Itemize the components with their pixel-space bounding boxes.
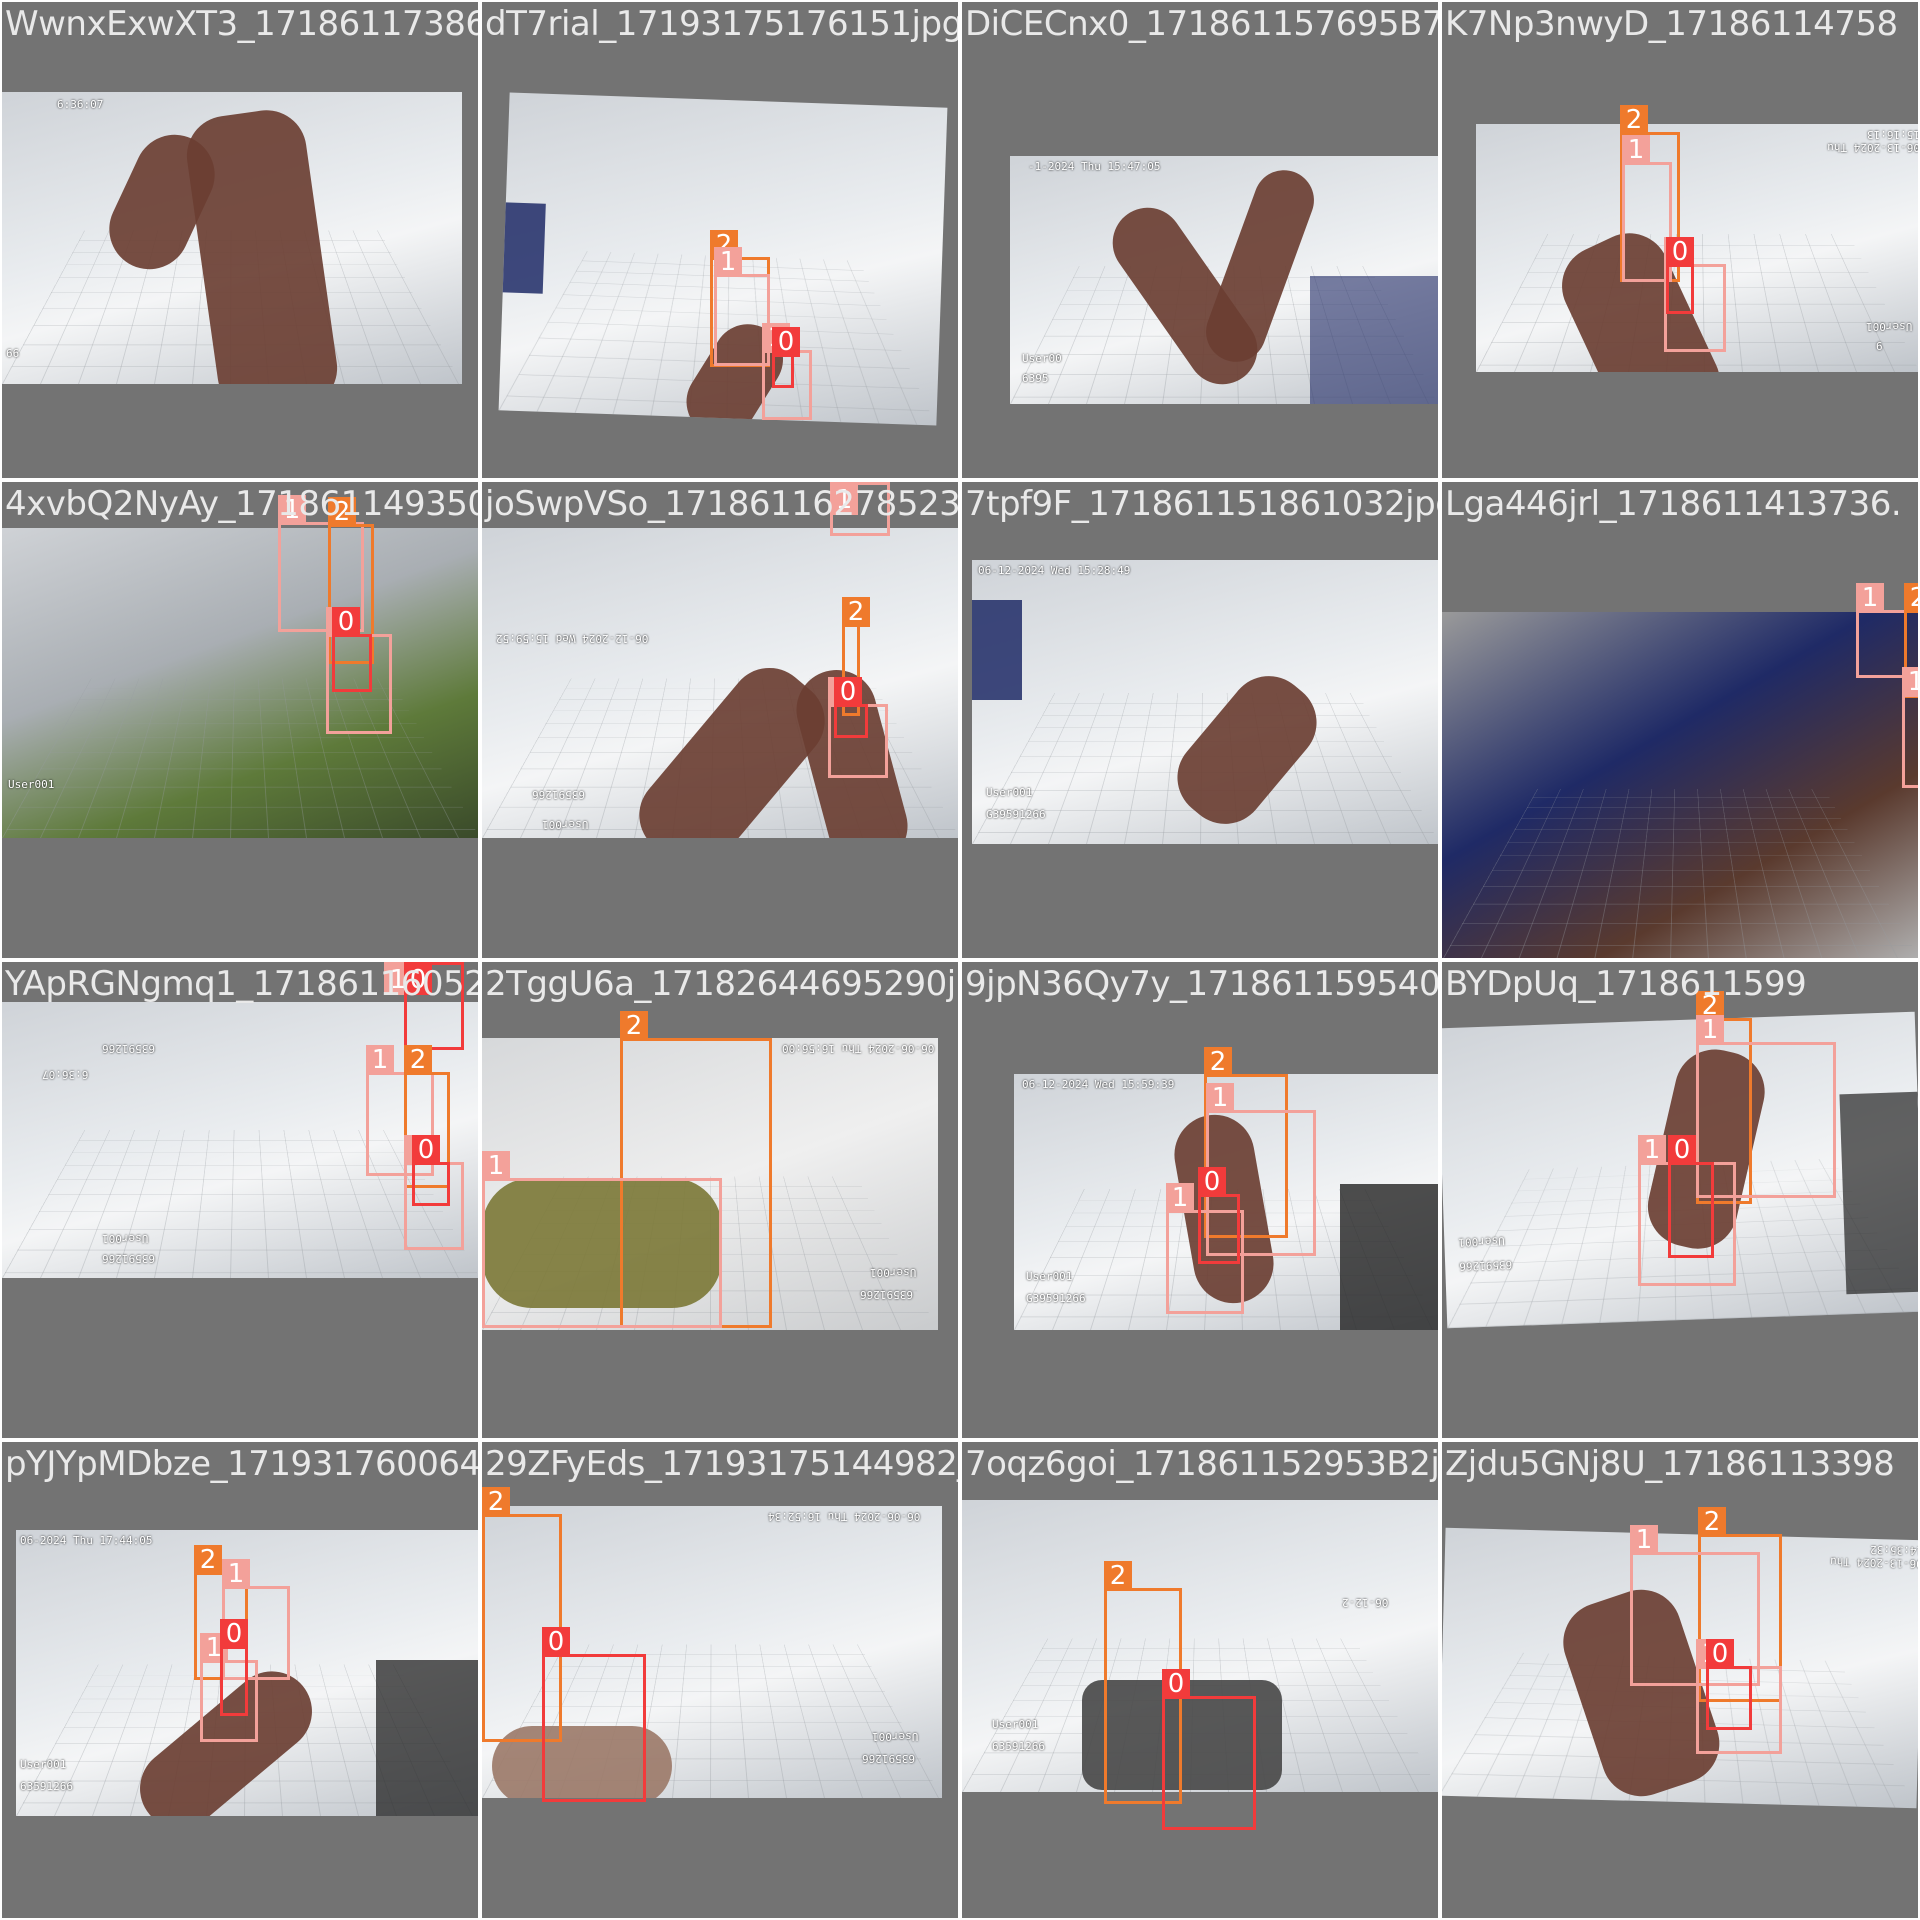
photo-id: 63591266	[102, 1252, 155, 1265]
tile-photo: 06-13-2024 Thu 15:16:13 User001 6	[1476, 124, 1920, 372]
photo-id: 6395	[1022, 372, 1049, 385]
photo-user: User001	[986, 786, 1032, 799]
tile-4: 06-13-2024 Thu 15:16:13 User001 6 2 1 1 …	[1440, 0, 1920, 480]
tile-filename: Lga446jrl_1718611413736.	[1445, 484, 1901, 524]
tile-12: User001 63591266 2 1 1 0 BYDpUq_17186115…	[1440, 960, 1920, 1440]
tile-filename: dT7rial_17193175176151jpgDiCECnx0	[485, 4, 960, 44]
photo-id: 63591266	[102, 1042, 155, 1055]
tile-filename: YApRGNgmq1_171861160521T5jpggU6a	[5, 964, 480, 1004]
tile-photo: 06-12-2024 Wed 15:59:52 User001 63591266	[482, 528, 960, 838]
tile-photo	[1442, 612, 1920, 960]
detection-label: 2	[620, 1011, 648, 1041]
photo-id: 63591266	[1459, 1258, 1512, 1273]
photo-user: User001	[102, 1232, 148, 1245]
tile-photo: 06-06-2024 Thu 16:56:00 User001 63591266	[482, 1038, 938, 1330]
tile-photo: 6:36:07 66	[2, 92, 462, 384]
photo-timestamp: 06-06-2024 Thu 16:52:34	[768, 1510, 920, 1523]
photo-timestamp: 06-13-2024 Thu 15:16:13	[1776, 128, 1920, 154]
tile-photo: 06-13-2024 Thu 14:35:32	[1440, 1528, 1920, 1808]
photo-timestamp: 06-13-2024 Thu 14:35:32	[1775, 1540, 1920, 1570]
photo-user: User001	[1458, 1234, 1505, 1249]
photo-timestamp: 06-2024 Thu 17:44:05	[20, 1534, 152, 1547]
photo-timestamp: -1-2024 Thu 15:47:05	[1028, 160, 1160, 173]
tile-14: 06-06-2024 Thu 16:52:34 User001 63591266…	[480, 1440, 960, 1920]
photo-id: 63591266	[20, 1780, 73, 1793]
photo-user: User001	[1866, 320, 1912, 333]
tile-2: 2 1 1 0 dT7rial_17193175176151jpgDiCECnx…	[480, 0, 960, 480]
tile-filename: BYDpUq_1718611599	[1445, 964, 1806, 1004]
tile-7: 06-12-2024 Wed 15:28:49 User001 G3959126…	[960, 480, 1440, 960]
tile-filename: WwnxExwXT3_171861173860F9JpT7	[5, 4, 480, 44]
photo-id: 63591266	[992, 1740, 1045, 1753]
tile-filename: K7Np3nwyD_17186114758	[1445, 4, 1898, 44]
tile-16: 06-13-2024 Thu 14:35:32 2 1 1 0 Zjdu5GNj…	[1440, 1440, 1920, 1920]
tile-filename: 2TggU6a_17182644695290jpgN36Qy7y	[485, 964, 960, 1004]
tile-photo: -1-2024 Thu 15:47:05 User00 6395	[1010, 156, 1438, 404]
tile-9: 63591266 6:36:07 User001 63591266 1 0 1 …	[0, 960, 480, 1440]
detection-label: 2	[1698, 1507, 1726, 1537]
detection-label: 2	[1204, 1047, 1232, 1077]
photo-timestamp: 06-12-2024 Wed 15:59:39	[1022, 1078, 1174, 1091]
detection-label: 1	[1856, 583, 1884, 613]
tile-15: 06-12-2 User001 63591266 2 0 7oqz6goi_17…	[960, 1440, 1440, 1920]
tile-filename: DiCECnx0_171861157695B7jpgNp3nwyD	[965, 4, 1440, 44]
tile-filename: 7tpf9F_171861151861032jpga446jrl	[965, 484, 1440, 524]
photo-user: User00	[1022, 352, 1062, 365]
tile-photo: 06-12-2 User001 63591266	[962, 1500, 1440, 1792]
photo-timestamp: 6:36:07	[57, 98, 103, 111]
photo-user: User001	[870, 1266, 916, 1279]
photo-id: 63591266	[532, 788, 585, 801]
photo-timestamp: 06-12-2024 Wed 15:28:49	[978, 564, 1130, 577]
tile-filename: pYJYpMDbze_1719317600649jpgZFyEds	[5, 1444, 480, 1484]
photo-user: User001	[20, 1758, 66, 1771]
photo-user: User001	[992, 1718, 1038, 1731]
tile-5: User001 1 2 1 0 4xvbQ2NyAy_171861149350O…	[0, 480, 480, 960]
tile-filename: 9jpN36Qy7y_171861159540BPjpgBYDpUq	[965, 964, 1440, 1004]
photo-id: 66	[6, 347, 19, 360]
photo-id: G39591266	[986, 808, 1046, 821]
tile-filename: 29ZFyEds_17193175144982jpgz6goi	[485, 1444, 960, 1484]
photo-user: User001	[8, 778, 54, 791]
tile-filename: joSwpVSo_17186116278523jpgf9F	[485, 484, 960, 524]
tile-10: 06-06-2024 Thu 16:56:00 User001 63591266…	[480, 960, 960, 1440]
photo-user: User001	[872, 1730, 918, 1743]
tile-photo: User001 63591266	[1440, 1012, 1920, 1328]
photo-user: User001	[1026, 1270, 1072, 1283]
photo-id: G39591266	[1026, 1292, 1086, 1305]
tile-filename: Zjdu5GNj8U_17186113398	[1445, 1444, 1894, 1484]
detection-label: 2	[1904, 583, 1920, 613]
tile-photo: 06-12-2024 Wed 15:28:49 User001 G3959126…	[972, 560, 1440, 844]
photo-timestamp: 06-06-2024 Thu 16:56:00	[782, 1042, 934, 1055]
photo-timestamp: 6:36:07	[42, 1068, 88, 1081]
photo-timestamp: 06-12-2	[1342, 1596, 1388, 1609]
tile-photo: 06-06-2024 Thu 16:52:34 User001 63591266	[482, 1506, 942, 1798]
photo-id: 6	[1876, 340, 1883, 353]
tile-photo: 63591266 6:36:07 User001 63591266	[2, 1002, 480, 1278]
tile-photo: User001	[2, 528, 480, 838]
tile-3: -1-2024 Thu 15:47:05 User00 6395 DiCECnx…	[960, 0, 1440, 480]
photo-id: 63591266	[862, 1752, 915, 1765]
tile-filename: 7oqz6goi_171861152953B2jpgu5GNj8U	[965, 1444, 1440, 1484]
photo-user: User001	[542, 818, 588, 831]
tile-13: 06-2024 Thu 17:44:05 User001 63591266 2 …	[0, 1440, 480, 1920]
tile-filename: 4xvbQ2NyAy_171861149350OEjpoSwpVSo	[5, 484, 480, 524]
tile-photo: 06-12-2024 Wed 15:59:39 User001 G3959126…	[1014, 1074, 1440, 1330]
tile-photo	[499, 92, 948, 425]
tile-6: 06-12-2024 Wed 15:59:52 User001 63591266…	[480, 480, 960, 960]
tile-1: 6:36:07 66 WwnxExwXT3_171861173860F9JpT7	[0, 0, 480, 480]
tile-11: 06-12-2024 Wed 15:59:39 User001 G3959126…	[960, 960, 1440, 1440]
photo-id: 63591266	[860, 1288, 913, 1301]
photo-timestamp: 06-12-2024 Wed 15:59:52	[496, 632, 648, 645]
tile-8: 1 2 1 Lga446jrl_1718611413736.	[1440, 480, 1920, 960]
tile-photo: 06-2024 Thu 17:44:05 User001 63591266	[16, 1530, 480, 1816]
